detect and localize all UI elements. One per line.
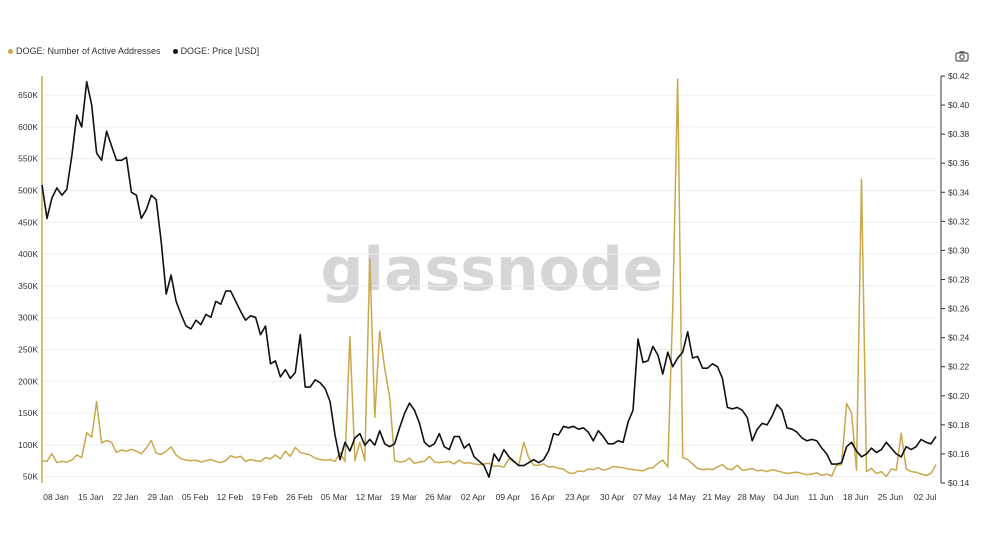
y-left-tick-label: 400K	[18, 249, 38, 259]
x-tick-label: 14 May	[668, 492, 697, 502]
x-tick-label: 22 Jan	[113, 492, 139, 502]
x-tick-label: 02 Jul	[914, 492, 937, 502]
x-tick-label: 07 May	[633, 492, 662, 502]
y-right-tick-label: $0.24	[948, 333, 970, 343]
y-right-tick-label: $0.18	[948, 420, 970, 430]
y-right-tick-label: $0.34	[948, 187, 970, 197]
y-left-tick-label: 100K	[18, 440, 38, 450]
series-layer	[41, 76, 937, 483]
x-tick-label: 04 Jun	[773, 492, 799, 502]
y-right-tick-label: $0.22	[948, 362, 970, 372]
y-right-tick-label: $0.26	[948, 304, 970, 314]
x-axis: 08 Jan 15 Jan 22 Jan 29 Jan 05 Feb 12 Feb 19 F…	[43, 492, 936, 502]
legend-item-price[interactable]: DOGE: Price [USD]	[172, 46, 260, 56]
x-tick-label: 15 Jan	[78, 492, 104, 502]
x-tick-label: 28 May	[737, 492, 766, 502]
y-left-tick-label: 250K	[18, 344, 38, 354]
y-left-tick-label: 450K	[18, 217, 38, 227]
x-tick-label: 12 Mar	[356, 492, 383, 502]
y-right-tick-label: $0.16	[948, 449, 970, 459]
y-right-tick-label: $0.28	[948, 275, 970, 285]
y-right-tick-label: $0.14	[948, 478, 970, 488]
y-right-tick-label: $0.20	[948, 391, 970, 401]
x-tick-label: 09 Apr	[496, 492, 521, 502]
y-right-tick-label: $0.40	[948, 100, 970, 110]
y-right-tick-label: $0.42	[948, 71, 970, 81]
left-axis: 50K 100K 150K 200K 250K 300K 350K 400K 450K 500K 5…	[18, 90, 38, 482]
y-left-tick-label: 500K	[18, 185, 38, 195]
x-tick-label: 26 Feb	[286, 492, 313, 502]
y-left-tick-label: 50K	[23, 472, 38, 482]
y-left-tick-label: 650K	[18, 90, 38, 100]
y-right-tick-label: $0.38	[948, 129, 970, 139]
y-left-tick-label: 150K	[18, 408, 38, 418]
x-tick-label: 11 Jun	[808, 492, 833, 502]
x-tick-label: 16 Apr	[530, 492, 555, 502]
x-tick-label: 12 Feb	[217, 492, 244, 502]
series-line-addresses	[41, 78, 937, 478]
x-tick-label: 05 Mar	[321, 492, 348, 502]
legend-item-addresses[interactable]: DOGE: Number of Active Addresses	[8, 46, 161, 56]
camera-icon[interactable]	[955, 50, 969, 62]
legend-swatch-addresses	[8, 48, 13, 54]
y-right-tick-label: $0.32	[948, 216, 970, 226]
x-tick-label: 30 Apr	[600, 492, 625, 502]
chart-legend: DOGE: Number of Active Addresses DOGE: P…	[8, 46, 259, 56]
legend-label-addresses: DOGE: Number of Active Addresses	[16, 46, 161, 56]
x-tick-label: 25 Jun	[878, 492, 904, 502]
y-left-tick-label: 350K	[18, 281, 38, 291]
x-tick-label: 29 Jan	[148, 492, 174, 502]
x-tick-label: 26 Mar	[425, 492, 452, 502]
x-tick-label: 23 Apr	[565, 492, 590, 502]
right-axis: $0.14 $0.16 $0.18 $0.20 $0.22 $0.24 $0.26 $0.28…	[940, 71, 970, 488]
legend-swatch-price	[172, 48, 178, 54]
x-tick-label: 21 May	[703, 492, 732, 502]
y-right-tick-label: $0.30	[948, 245, 970, 255]
series-line-price	[41, 81, 937, 478]
grid-lines	[42, 94, 936, 478]
x-tick-label: 18 Jun	[843, 492, 869, 502]
y-right-tick-label: $0.36	[948, 158, 970, 168]
x-tick-label: 05 Feb	[182, 492, 209, 502]
y-left-tick-label: 200K	[18, 376, 38, 386]
legend-label-price: DOGE: Price [USD]	[180, 46, 260, 56]
y-left-tick-label: 550K	[18, 154, 38, 164]
x-tick-label: 02 Apr	[461, 492, 486, 502]
x-tick-label: 19 Mar	[390, 492, 417, 502]
x-tick-label: 19 Feb	[251, 492, 278, 502]
x-tick-label: 08 Jan	[43, 492, 69, 502]
y-left-tick-label: 300K	[18, 313, 38, 323]
y-left-tick-label: 600K	[18, 122, 38, 132]
watermark: glassnode	[320, 235, 663, 305]
